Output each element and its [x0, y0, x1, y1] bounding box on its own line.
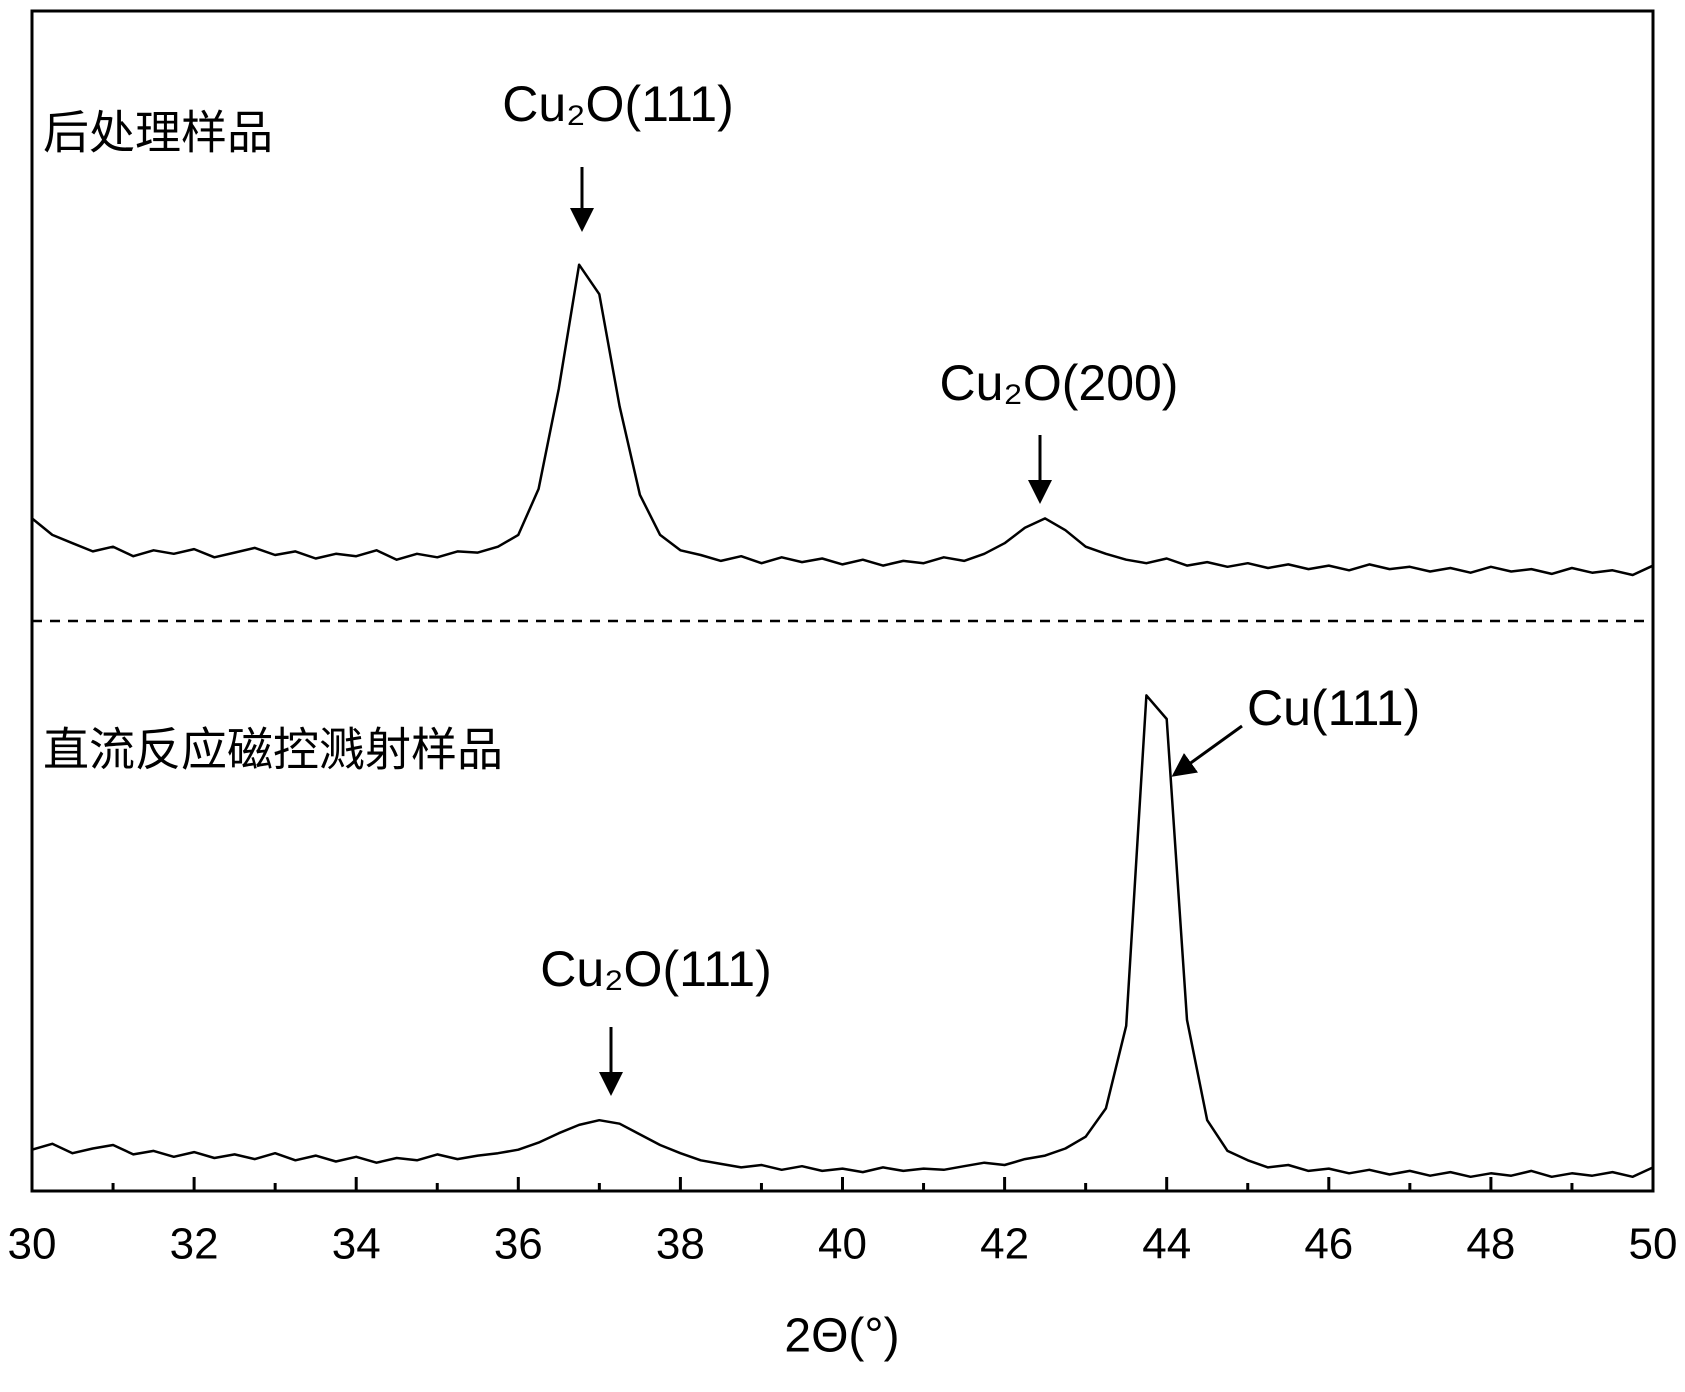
x-axis-title: 2Θ(°): [784, 1310, 899, 1363]
series-label: 直流反应磁控溅射样品: [43, 723, 503, 777]
series-line: [31, 694, 1654, 1179]
x-tick-label: 44: [1142, 1220, 1191, 1269]
annotation: Cu(111): [1247, 680, 1420, 736]
series-label: 后处理样品: [43, 106, 273, 160]
annotation: Cu₂O(111): [502, 76, 734, 132]
x-tick-label: 46: [1304, 1220, 1353, 1269]
annotation: Cu₂O(111): [540, 941, 772, 997]
x-tick-label: 48: [1466, 1220, 1515, 1269]
plot-frame: [30, 9, 1655, 1193]
arrow: [1171, 724, 1243, 777]
x-tick-label: 36: [494, 1220, 543, 1269]
x-tick-label: 38: [656, 1220, 705, 1269]
x-tick-label: 42: [980, 1220, 1029, 1269]
annotation: Cu₂O(200): [940, 355, 1179, 411]
series-line: [31, 263, 1654, 577]
x-tick-label: 32: [170, 1220, 219, 1269]
x-tick-label: 34: [332, 1220, 381, 1269]
x-tick-label: 30: [8, 1220, 57, 1269]
x-tick-label: 50: [1629, 1220, 1678, 1269]
x-tick-label: 40: [818, 1220, 867, 1269]
